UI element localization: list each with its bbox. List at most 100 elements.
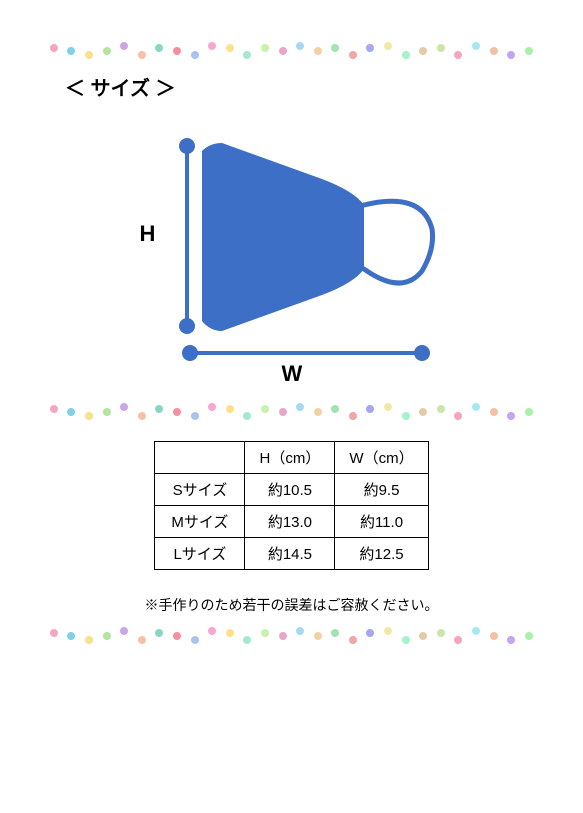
garland-dot [296, 403, 304, 411]
size-heading: ＜ サイズ ＞ [65, 72, 538, 101]
garland-dot [525, 408, 533, 416]
h-measure-dot-top [179, 138, 195, 154]
garland-dot [402, 412, 410, 420]
garland-dot [191, 412, 199, 420]
garland-dot [349, 412, 357, 420]
table-row: Lサイズ 約14.5 約12.5 [155, 538, 428, 570]
garland-mid [45, 401, 538, 423]
garland-dot [366, 44, 374, 52]
garland-dot [490, 47, 498, 55]
garland-bottom [45, 625, 538, 647]
garland-dot [155, 44, 163, 52]
garland-dot [261, 405, 269, 413]
garland-dot [279, 408, 287, 416]
col-w: W（cm） [335, 442, 428, 474]
garland-dot [454, 636, 462, 644]
garland-dot [173, 408, 181, 416]
garland-top [45, 40, 538, 62]
garland-dot [103, 632, 111, 640]
garland-dot [85, 412, 93, 420]
garland-dot [437, 44, 445, 52]
garland-dot [120, 403, 128, 411]
garland-dot [472, 403, 480, 411]
cell-h: 約14.5 [245, 538, 335, 570]
garland-dot [454, 412, 462, 420]
w-measure-dot-left [182, 345, 198, 361]
cell-h: 約10.5 [245, 474, 335, 506]
garland-dot [208, 42, 216, 50]
h-axis-label: H [140, 221, 156, 247]
garland-dot [349, 636, 357, 644]
garland-dot [296, 42, 304, 50]
cell-size: Mサイズ [155, 506, 245, 538]
garland-dot [419, 408, 427, 416]
h-measure-dot-bottom [179, 318, 195, 334]
cell-size: Lサイズ [155, 538, 245, 570]
table-row: Mサイズ 約13.0 約11.0 [155, 506, 428, 538]
cell-w: 約11.0 [335, 506, 428, 538]
garland-dot [296, 627, 304, 635]
cell-h: 約13.0 [245, 506, 335, 538]
garland-dot [208, 627, 216, 635]
garland-dot [507, 636, 515, 644]
col-size [155, 442, 245, 474]
garland-dot [507, 51, 515, 59]
garland-dot [138, 412, 146, 420]
garland-dot [314, 632, 322, 640]
garland-dot [67, 632, 75, 640]
garland-dot [349, 51, 357, 59]
garland-dot [243, 636, 251, 644]
garland-dot [507, 412, 515, 420]
garland-dot [243, 412, 251, 420]
garland-dot [191, 51, 199, 59]
garland-dot [155, 629, 163, 637]
garland-dot [472, 627, 480, 635]
garland-dot [261, 629, 269, 637]
cell-w: 約12.5 [335, 538, 428, 570]
garland-dot [67, 408, 75, 416]
garland-dot [525, 632, 533, 640]
garland-dot [50, 629, 58, 637]
garland-dot [226, 405, 234, 413]
garland-dot [226, 629, 234, 637]
garland-dot [138, 51, 146, 59]
garland-dot [437, 405, 445, 413]
garland-dot [366, 405, 374, 413]
garland-dot [226, 44, 234, 52]
garland-dot [384, 627, 392, 635]
cell-size: Sサイズ [155, 474, 245, 506]
mask-strap [364, 201, 433, 283]
garland-dot [419, 47, 427, 55]
garland-dot [155, 405, 163, 413]
garland-dot [67, 47, 75, 55]
garland-dot [50, 44, 58, 52]
garland-dot [120, 42, 128, 50]
garland-dot [490, 408, 498, 416]
garland-dot [384, 42, 392, 50]
garland-dot [103, 408, 111, 416]
w-axis-label: W [282, 361, 303, 387]
garland-dot [120, 627, 128, 635]
garland-dot [314, 47, 322, 55]
garland-dot [138, 636, 146, 644]
garland-dot [191, 636, 199, 644]
garland-dot [366, 629, 374, 637]
garland-dot [402, 636, 410, 644]
garland-dot [331, 629, 339, 637]
w-measure-dot-right [414, 345, 430, 361]
garland-dot [103, 47, 111, 55]
garland-dot [208, 403, 216, 411]
garland-dot [279, 47, 287, 55]
garland-dot [279, 632, 287, 640]
garland-dot [243, 51, 251, 59]
garland-dot [454, 51, 462, 59]
cell-w: 約9.5 [335, 474, 428, 506]
size-table: H（cm） W（cm） Sサイズ 約10.5 約9.5 Mサイズ 約13.0 約… [154, 441, 428, 570]
garland-dot [50, 405, 58, 413]
disclaimer-note: ※手作りのため若干の誤差はご容赦ください。 [45, 595, 538, 615]
garland-dot [85, 51, 93, 59]
mask-size-diagram: H W [122, 121, 462, 391]
garland-dot [261, 44, 269, 52]
col-h: H（cm） [245, 442, 335, 474]
garland-dot [437, 629, 445, 637]
